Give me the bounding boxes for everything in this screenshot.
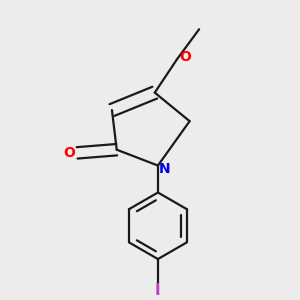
Text: N: N [158,162,170,176]
Text: I: I [155,283,161,298]
Text: O: O [179,50,191,64]
Text: O: O [63,146,75,160]
